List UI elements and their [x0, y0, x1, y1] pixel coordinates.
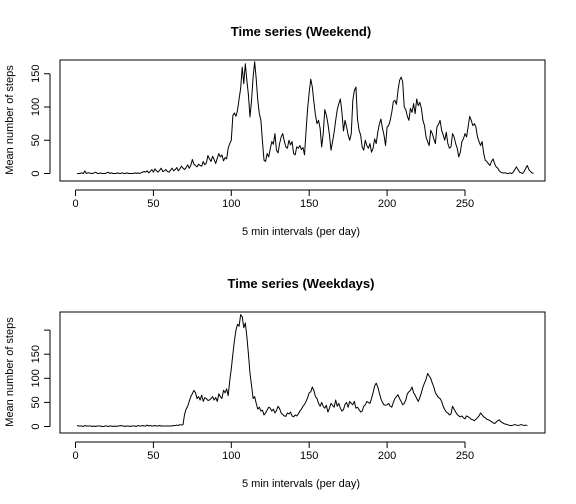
y-tick-label: 100	[30, 369, 42, 387]
y-tick-label: 0	[30, 423, 42, 429]
weekdays-plot-frame	[59, 311, 546, 434]
weekdays-panel: Time series (Weekdays) 0 50 100 150 200 250 0…	[4, 276, 546, 490]
y-tick-label: 150	[30, 345, 42, 363]
x-tick-label: 200	[378, 450, 396, 462]
x-tick-label: 250	[456, 198, 474, 210]
weekdays-chart-title: Time series (Weekdays)	[228, 276, 375, 291]
weekend-y-axis: 0 50 100 150	[30, 65, 51, 177]
weekend-x-axis: 0 50 100 150 200 250	[72, 189, 474, 210]
weekend-panel: Time series (Weekend) 0 50 100 150 200 250 0 5…	[4, 24, 546, 238]
x-tick-label: 100	[222, 450, 240, 462]
weekend-series-line	[77, 61, 534, 174]
x-tick-label: 200	[378, 198, 396, 210]
x-tick-label: 50	[147, 198, 159, 210]
x-tick-label: 0	[72, 198, 78, 210]
weekdays-x-axis: 0 50 100 150 200 250	[72, 441, 474, 462]
x-tick-label: 100	[222, 198, 240, 210]
y-tick-label: 0	[30, 170, 42, 176]
x-tick-label: 0	[72, 450, 78, 462]
weekdays-series-line	[76, 314, 528, 427]
y-tick-label: 100	[30, 98, 42, 116]
x-tick-label: 150	[300, 198, 318, 210]
weekdays-y-axis-label: Mean number of steps	[4, 317, 16, 427]
y-tick-label: 50	[30, 134, 42, 146]
x-tick-label: 150	[300, 450, 318, 462]
weekend-chart-title: Time series (Weekend)	[231, 24, 371, 39]
weekend-plot-frame	[59, 59, 546, 182]
weekend-x-axis-label: 5 min intervals (per day)	[242, 226, 360, 238]
weekend-y-axis-label: Mean number of steps	[4, 65, 16, 175]
weekdays-y-axis: 0 50 100 150	[30, 329, 51, 430]
y-tick-label: 150	[30, 65, 42, 83]
weekdays-x-axis-label: 5 min intervals (per day)	[242, 478, 360, 490]
y-tick-label: 50	[30, 396, 42, 408]
x-tick-label: 250	[456, 450, 474, 462]
x-tick-label: 50	[147, 450, 159, 462]
